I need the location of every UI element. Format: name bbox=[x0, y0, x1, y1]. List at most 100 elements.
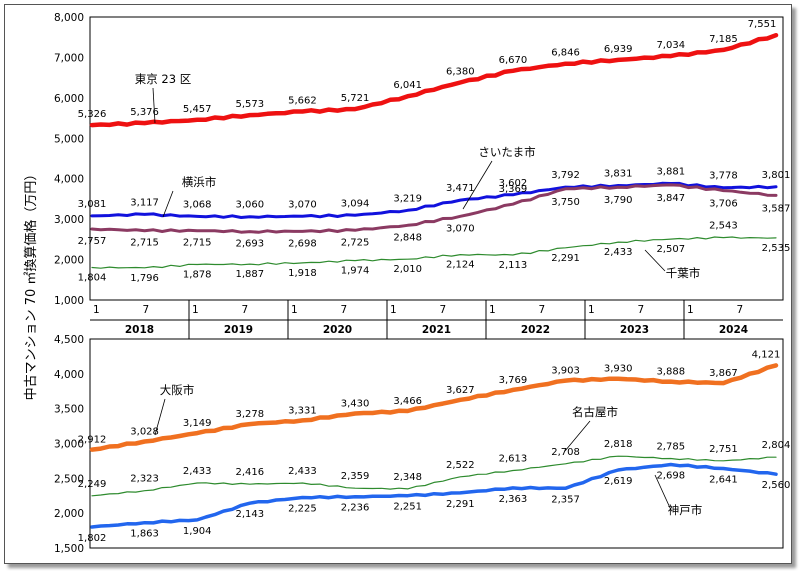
data-label-yokohama: 3,801 bbox=[762, 170, 791, 181]
series-line-osaka bbox=[89, 363, 779, 452]
leader-line bbox=[162, 190, 174, 218]
data-label-nagoya: 2,818 bbox=[604, 439, 633, 450]
data-label-saitama: 3,369 bbox=[499, 184, 528, 195]
data-label-osaka: 3,466 bbox=[393, 396, 422, 407]
data-label-kobe: 2,363 bbox=[499, 494, 528, 505]
data-label-kobe: 2,641 bbox=[709, 475, 738, 486]
x-month-label: 1 bbox=[93, 304, 100, 316]
data-label-saitama: 2,715 bbox=[183, 238, 212, 249]
data-label-tokyo: 7,551 bbox=[748, 19, 777, 30]
y-tick-label: 4,500 bbox=[54, 334, 84, 346]
x-year-label: 2021 bbox=[422, 324, 451, 336]
data-label-kobe: 2,291 bbox=[446, 499, 475, 510]
data-label-saitama: 3,750 bbox=[551, 197, 580, 208]
data-label-kobe: 2,236 bbox=[341, 503, 370, 514]
data-label-kobe: 2,357 bbox=[551, 494, 580, 505]
data-label-chiba: 2,535 bbox=[762, 243, 791, 254]
y-tick-label: 8,000 bbox=[54, 12, 84, 24]
series-name-nagoya: 名古屋市 bbox=[572, 405, 618, 419]
data-label-kobe: 1,802 bbox=[78, 533, 107, 544]
data-label-nagoya: 2,751 bbox=[709, 444, 738, 455]
x-month-label: 7 bbox=[539, 304, 546, 316]
line-chart: 1 7 1 7 1 7 1 7 1 7 1 7 1 7 2018 2019 2020 2021 2022 2023 20… bbox=[23, 12, 791, 555]
x-month-label: 7 bbox=[143, 304, 150, 316]
leader-line bbox=[564, 420, 591, 452]
data-label-nagoya: 2,804 bbox=[762, 440, 791, 451]
y-tick-label: 7,000 bbox=[54, 52, 84, 64]
y-tick-label: 2,500 bbox=[54, 473, 84, 485]
data-label-yokohama: 3,117 bbox=[130, 197, 159, 208]
data-label-osaka: 3,903 bbox=[551, 366, 580, 377]
leader-line bbox=[152, 87, 156, 124]
data-label-yokohama: 3,831 bbox=[604, 169, 633, 180]
data-label-nagoya: 2,708 bbox=[551, 447, 580, 458]
data-label-kobe: 2,143 bbox=[236, 509, 265, 520]
y-tick-label: 1,000 bbox=[54, 295, 84, 307]
data-label-saitama: 3,587 bbox=[762, 203, 791, 214]
x-year-label: 2018 bbox=[125, 324, 154, 336]
x-year-label: 2023 bbox=[620, 324, 649, 336]
y-tick-label: 3,000 bbox=[54, 214, 84, 226]
x-month-label: 1 bbox=[687, 304, 694, 316]
data-label-tokyo: 5,662 bbox=[288, 96, 317, 107]
x-month-label: 7 bbox=[638, 304, 645, 316]
x-year-label: 2020 bbox=[323, 324, 352, 336]
data-label-yokohama: 3,602 bbox=[499, 178, 528, 189]
x-year-label: 2022 bbox=[521, 324, 550, 336]
data-label-nagoya: 2,433 bbox=[288, 466, 317, 477]
data-label-saitama: 3,790 bbox=[604, 195, 633, 206]
data-label-tokyo: 6,041 bbox=[393, 80, 422, 91]
leader-line bbox=[154, 398, 166, 436]
data-label-yokohama: 3,068 bbox=[183, 199, 212, 210]
x-month-label: 7 bbox=[242, 304, 249, 316]
y-tick-label: 2,000 bbox=[54, 255, 84, 267]
data-label-saitama: 3,847 bbox=[656, 193, 685, 204]
data-label-chiba: 1,796 bbox=[130, 273, 159, 284]
data-label-saitama: 2,848 bbox=[393, 232, 422, 243]
data-label-nagoya: 2,785 bbox=[656, 441, 685, 452]
data-label-yokohama: 3,070 bbox=[288, 199, 317, 210]
series-line-tokyo bbox=[89, 32, 779, 128]
y-axis-label: 中古マンション 70 ㎡換算価格（万円） bbox=[23, 168, 39, 401]
data-label-saitama: 3,070 bbox=[446, 223, 475, 234]
data-label-chiba: 2,433 bbox=[604, 247, 633, 258]
x-month-label: 1 bbox=[291, 304, 298, 316]
y-tick-label: 2,000 bbox=[54, 508, 84, 520]
data-label-tokyo: 7,185 bbox=[709, 34, 738, 45]
data-label-osaka: 3,888 bbox=[656, 367, 685, 378]
data-label-osaka: 3,028 bbox=[130, 427, 159, 438]
data-label-osaka: 3,769 bbox=[499, 375, 528, 386]
upper-plot-area bbox=[89, 16, 784, 301]
data-label-nagoya: 2,416 bbox=[236, 467, 265, 478]
series-line-saitama bbox=[90, 183, 778, 234]
x-month-label: 1 bbox=[588, 304, 595, 316]
data-label-nagoya: 2,249 bbox=[78, 479, 107, 490]
data-label-nagoya: 2,323 bbox=[130, 474, 159, 485]
data-label-tokyo: 6,846 bbox=[551, 48, 580, 59]
data-label-kobe: 2,698 bbox=[656, 471, 685, 482]
x-year-label: 2019 bbox=[224, 324, 253, 336]
x-month-label: 1 bbox=[192, 304, 199, 316]
series-name-saitama: さいたま市 bbox=[478, 145, 535, 159]
y-tick-label: 4,000 bbox=[54, 174, 84, 186]
y-tick-label: 1,500 bbox=[54, 543, 84, 555]
data-label-tokyo: 6,380 bbox=[446, 66, 475, 77]
data-label-nagoya: 2,359 bbox=[341, 471, 370, 482]
data-label-chiba: 1,887 bbox=[236, 269, 265, 280]
data-label-chiba: 2,507 bbox=[656, 244, 685, 255]
y-tick-label: 5,000 bbox=[54, 133, 84, 145]
data-label-osaka: 3,430 bbox=[341, 399, 370, 410]
series-line-kobe bbox=[90, 462, 778, 529]
data-label-osaka: 2,912 bbox=[78, 435, 107, 446]
data-label-yokohama: 3,081 bbox=[78, 199, 107, 210]
data-label-kobe: 1,863 bbox=[130, 529, 159, 540]
leader-line bbox=[644, 249, 666, 272]
chart-frame: 1 7 1 7 1 7 1 7 1 7 1 7 1 7 2018 2019 2020 2021 2022 2023 20… bbox=[4, 4, 792, 564]
series-line-yokohama bbox=[90, 181, 778, 219]
leader-line bbox=[654, 474, 672, 511]
data-label-kobe: 2,619 bbox=[604, 476, 633, 487]
data-label-yokohama: 3,792 bbox=[551, 170, 580, 181]
data-label-osaka: 3,627 bbox=[446, 385, 475, 396]
data-label-saitama: 2,715 bbox=[130, 238, 159, 249]
data-label-kobe: 2,560 bbox=[762, 480, 791, 491]
